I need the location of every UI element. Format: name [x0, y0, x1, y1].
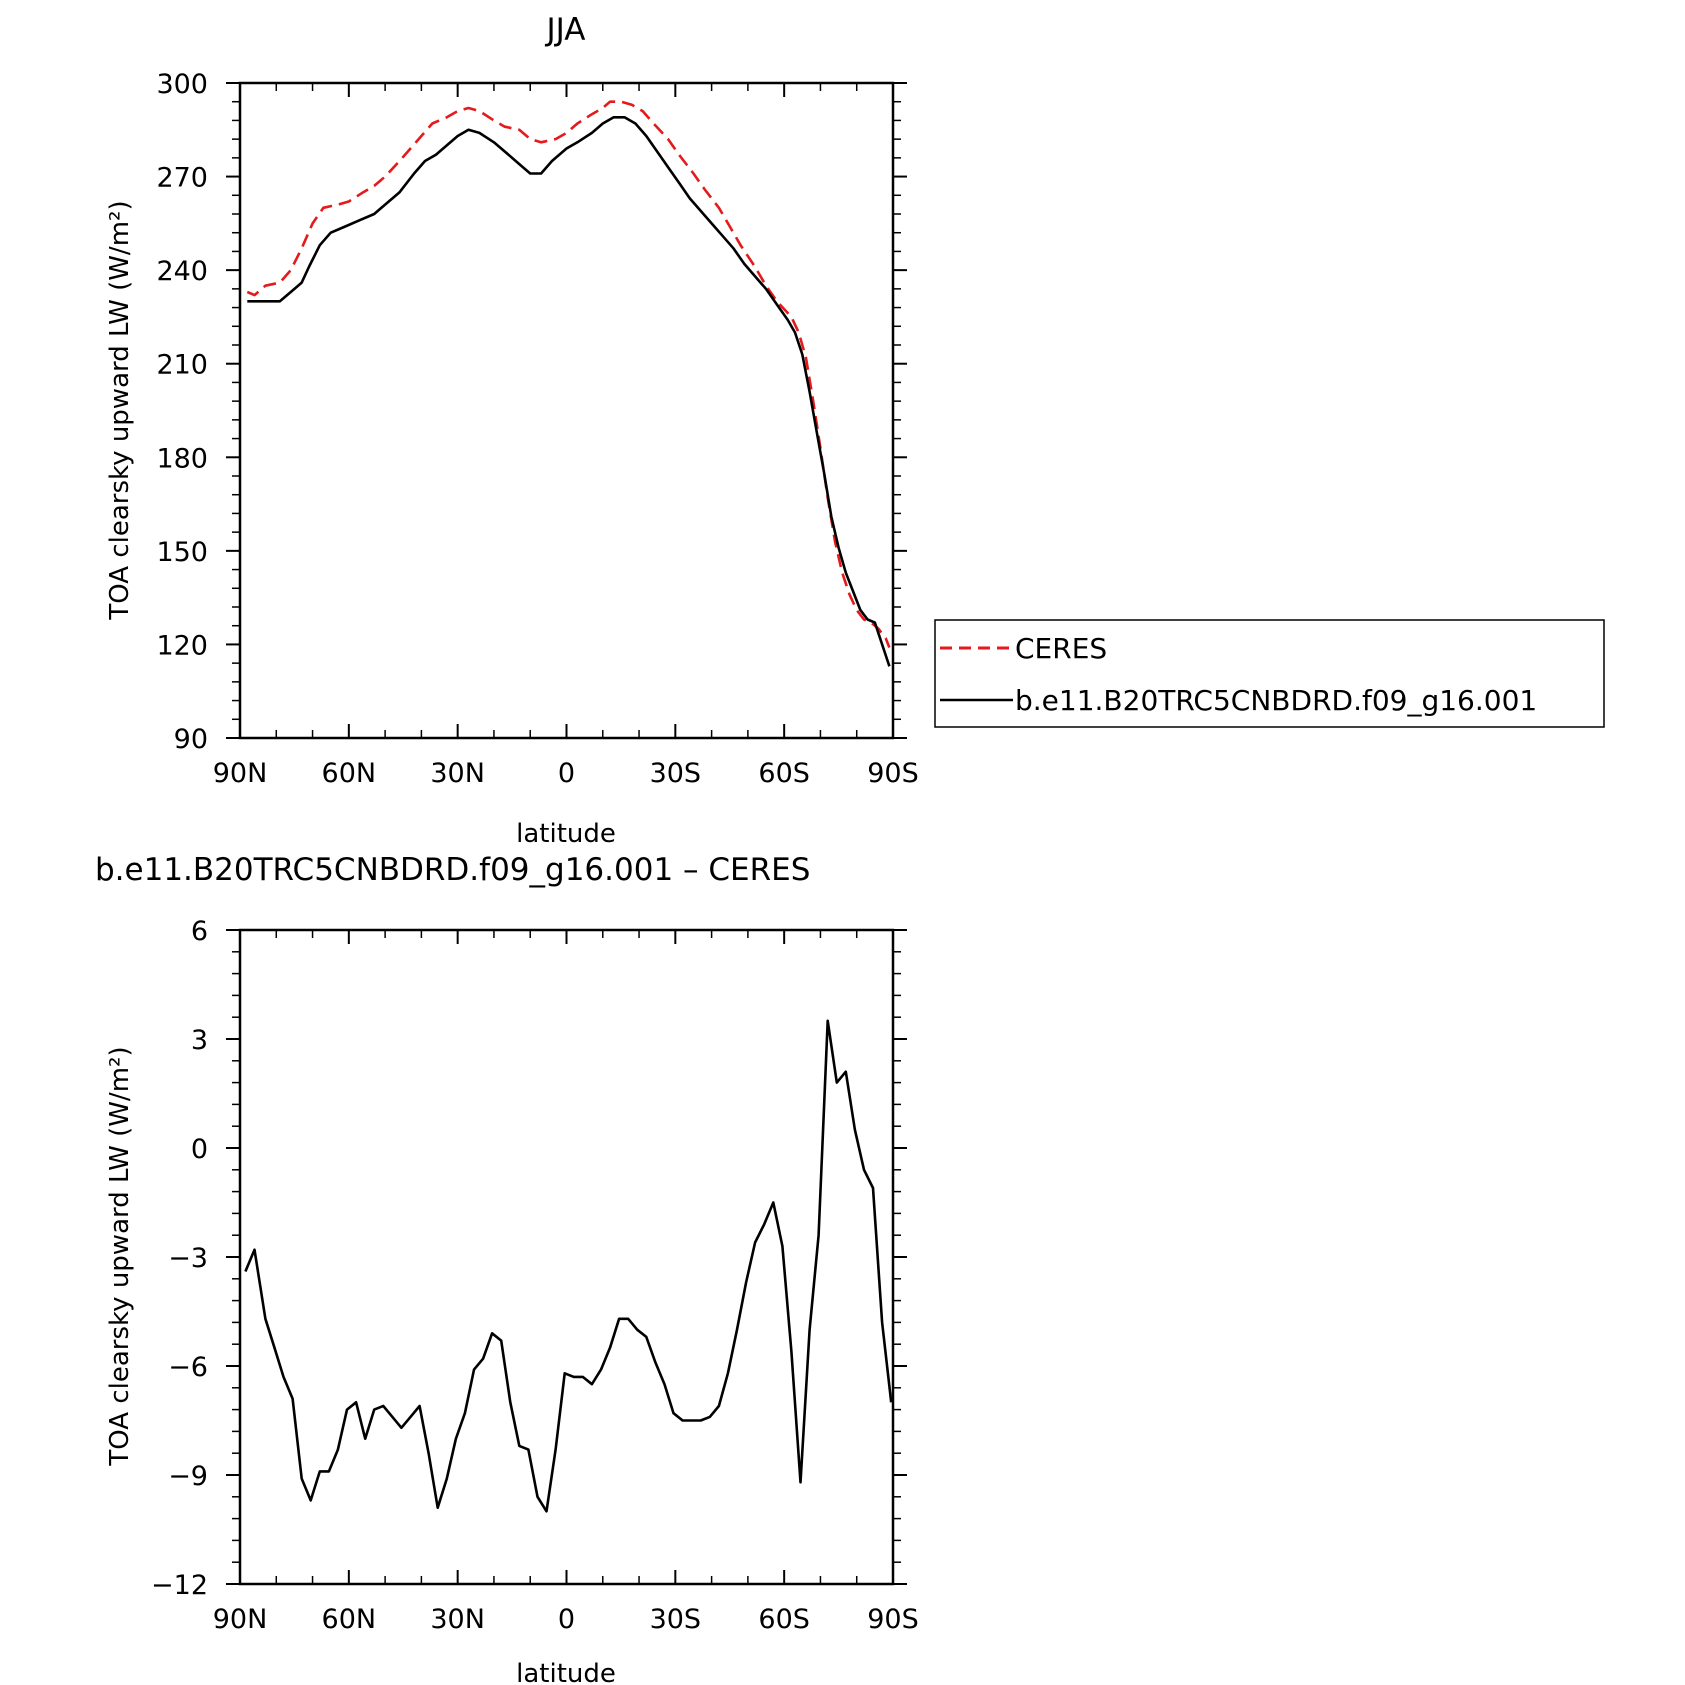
top-y-tick-label: 270: [156, 163, 208, 194]
top-panel-title: JJA: [545, 12, 586, 48]
bottom-y-axis-label: TOA clearsky upward LW (W/m²): [105, 1046, 135, 1466]
top-series-group: [246, 100, 891, 667]
bottom-x-tick-label: 90S: [867, 1604, 919, 1635]
top-plot-frame: [238, 81, 895, 740]
top-y-tick-label: 210: [156, 350, 208, 381]
top-y-tick-label: 90: [174, 724, 208, 755]
top-y-tick-label: 150: [156, 537, 208, 568]
bottom-x-tick-label: 30S: [650, 1604, 702, 1635]
bottom-panel: b.e11.B20TRC5CNBDRD.f09_g16.001 – CERES …: [95, 852, 919, 1685]
top-series-line-0: [246, 100, 891, 648]
top-x-tick-label: 60S: [758, 758, 810, 789]
top-series-line-1: [247, 116, 891, 667]
legend-label-ceres: CERES: [1015, 632, 1107, 665]
bottom-y-tick-label: 3: [191, 1025, 208, 1056]
bottom-series-line-0: [244, 1019, 893, 1513]
top-x-tick-label: 30S: [650, 758, 702, 789]
top-x-tick-label: 90N: [213, 758, 268, 789]
bottom-y-tick-label: −9: [168, 1461, 208, 1492]
bottom-y-tick-label: 6: [191, 916, 208, 947]
bottom-y-tick-label: −3: [168, 1243, 208, 1274]
bottom-ticks-group: 90N 60N 30N 0 30S 60S 90S −12 −9 −6 −3 0 3 6: [151, 916, 919, 1635]
bottom-y-tick-label: 0: [191, 1134, 208, 1165]
bottom-panel-title: b.e11.B20TRC5CNBDRD.f09_g16.001 – CERES: [95, 852, 810, 888]
bottom-x-tick-label: 60N: [322, 1604, 377, 1635]
bottom-x-tick-label: 30N: [430, 1604, 485, 1635]
bottom-series-group: [244, 1019, 893, 1513]
top-y-tick-label: 300: [156, 69, 208, 100]
bottom-y-tick-label: −6: [168, 1352, 208, 1383]
bottom-x-axis-label: latitude: [516, 1659, 616, 1685]
top-x-tick-label: 0: [558, 758, 575, 789]
top-panel: JJA 90N 60N 30N 0 30S 60S 90S 90 120 150 180 210 240…: [105, 12, 919, 849]
bottom-x-tick-label: 0: [558, 1604, 575, 1635]
bottom-plot-frame: [238, 928, 895, 1586]
top-x-tick-label: 30N: [430, 758, 485, 789]
top-y-tick-label: 180: [156, 443, 208, 474]
top-y-tick-label: 120: [156, 630, 208, 661]
bottom-y-tick-label: −12: [151, 1570, 208, 1601]
bottom-x-tick-label: 90N: [213, 1604, 268, 1635]
legend-box: [934, 619, 1605, 728]
bottom-x-tick-label: 60S: [758, 1604, 810, 1635]
top-x-tick-label: 60N: [322, 758, 377, 789]
top-ticks-group: 90N 60N 30N 0 30S 60S 90S 90 120 150 180 210 240 270 3…: [156, 69, 918, 789]
top-y-tick-label: 240: [156, 256, 208, 287]
legend: CERES b.e11.B20TRC5CNBDRD.f09_g16.001: [934, 619, 1605, 728]
top-x-axis-label: latitude: [516, 819, 616, 849]
top-x-tick-label: 90S: [867, 758, 919, 789]
legend-label-model: b.e11.B20TRC5CNBDRD.f09_g16.001: [1015, 684, 1537, 717]
top-y-axis-label: TOA clearsky upward LW (W/m²): [105, 200, 135, 620]
